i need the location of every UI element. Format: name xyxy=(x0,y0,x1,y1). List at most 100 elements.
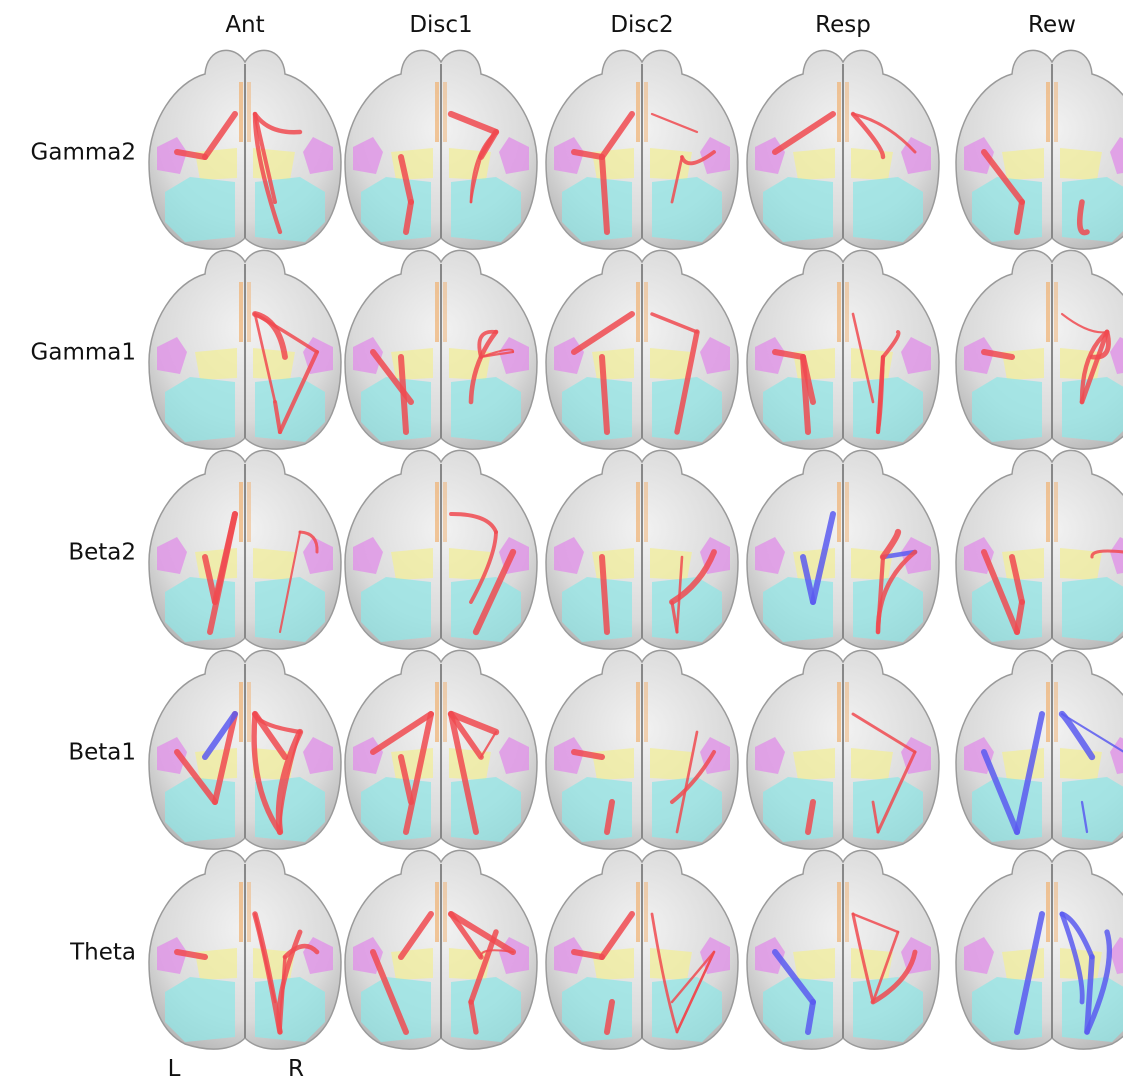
brain-region xyxy=(793,948,835,980)
network-edge xyxy=(599,354,610,435)
brain-panel-gamma2-rew xyxy=(955,49,1123,250)
brain-region xyxy=(449,548,491,580)
brain-region xyxy=(391,948,433,980)
network-edge xyxy=(282,943,320,960)
network-edge xyxy=(876,355,885,434)
brain-region xyxy=(1110,137,1123,174)
left-hemisphere-label: L xyxy=(167,1056,181,1082)
brain-region xyxy=(972,377,1042,442)
brain-panel-beta2-disc1 xyxy=(344,449,538,650)
brain-panel-beta1-rew xyxy=(955,649,1123,850)
brain-region xyxy=(837,682,841,742)
network-edge xyxy=(670,950,716,1004)
network-edge xyxy=(252,111,283,235)
brain-region xyxy=(650,348,692,380)
brain-region xyxy=(901,337,931,374)
network-edge xyxy=(772,111,836,155)
network-edge xyxy=(1014,711,1045,835)
brain-region xyxy=(845,82,849,142)
brain-region xyxy=(901,537,931,574)
brain-region xyxy=(837,82,841,142)
network-edge xyxy=(398,754,414,805)
network-edge xyxy=(1014,911,1045,1035)
brain-region xyxy=(763,977,833,1042)
brain-region xyxy=(499,137,529,174)
network-edge xyxy=(468,929,499,1005)
brain-region xyxy=(755,337,785,374)
brain-region xyxy=(1060,748,1102,780)
brain-panel-gamma2-disc1 xyxy=(344,49,538,250)
brain-region xyxy=(435,282,439,342)
network-edge xyxy=(571,149,605,160)
network-edge xyxy=(571,749,605,760)
brain-region xyxy=(851,148,893,180)
brain-region xyxy=(1002,948,1044,980)
network-edge xyxy=(448,711,479,835)
brain-region xyxy=(964,337,994,374)
network-edge xyxy=(472,548,517,636)
brain-panel-theta-disc2 xyxy=(545,849,739,1050)
brain-region xyxy=(1054,82,1058,142)
brain-region xyxy=(562,177,632,242)
brain-region xyxy=(793,148,835,180)
brain-region xyxy=(247,82,251,142)
brain-panel-beta1-disc1 xyxy=(344,649,538,850)
network-edge xyxy=(876,750,917,834)
brain-region xyxy=(1060,148,1102,180)
network-edge xyxy=(805,999,816,1035)
brain-region xyxy=(1054,682,1058,742)
brain-region xyxy=(755,537,785,574)
brain-panel-gamma1-disc1 xyxy=(344,249,538,450)
brain-region xyxy=(636,82,640,142)
right-hemisphere-label: R xyxy=(288,1056,304,1082)
network-edge xyxy=(448,911,484,960)
network-edge xyxy=(981,549,1020,635)
brain-region xyxy=(247,282,251,342)
network-edge xyxy=(604,799,615,835)
network-edge xyxy=(851,712,917,754)
network-edge xyxy=(1076,199,1090,236)
network-edge xyxy=(1009,554,1025,605)
network-edge xyxy=(370,711,434,755)
network-edge xyxy=(398,154,414,205)
network-edge xyxy=(447,910,517,956)
column-label-disc1: Disc1 xyxy=(409,12,473,38)
network-edge xyxy=(880,549,918,560)
network-edge xyxy=(447,110,500,136)
brain-region xyxy=(1046,882,1050,942)
brain-region xyxy=(157,137,187,174)
brain-region xyxy=(972,977,1042,1042)
brain-region xyxy=(964,137,994,174)
brain-region xyxy=(853,377,923,442)
brain-region xyxy=(361,777,431,842)
brain-region xyxy=(636,882,640,942)
network-edge xyxy=(202,111,238,160)
brain-region xyxy=(443,482,447,542)
brain-region xyxy=(451,977,521,1042)
network-edge xyxy=(447,710,500,736)
brain-region xyxy=(157,337,187,374)
brain-panel-theta-rew xyxy=(955,849,1123,1050)
network-edge xyxy=(202,554,218,605)
network-edge xyxy=(875,549,918,635)
network-edge xyxy=(674,329,700,435)
brain-region xyxy=(755,137,785,174)
brain-region xyxy=(195,948,237,980)
network-edge xyxy=(253,312,277,404)
row-label-gamma1: Gamma1 xyxy=(30,339,136,366)
network-edge xyxy=(398,911,434,960)
network-edge xyxy=(1084,929,1113,1035)
network-edge xyxy=(468,329,499,405)
network-edge xyxy=(599,911,635,960)
brain-region xyxy=(303,537,333,574)
network-edge xyxy=(1080,800,1089,834)
brain-region xyxy=(644,282,648,342)
brain-panel-theta-resp xyxy=(746,849,940,1050)
brain-region xyxy=(652,777,722,842)
brain-panel-beta2-rew xyxy=(955,449,1123,650)
brain-panel-gamma2-ant xyxy=(148,49,342,250)
network-edge xyxy=(851,312,875,404)
brain-region xyxy=(391,748,433,780)
network-edge xyxy=(675,730,699,834)
brain-region xyxy=(255,577,325,642)
